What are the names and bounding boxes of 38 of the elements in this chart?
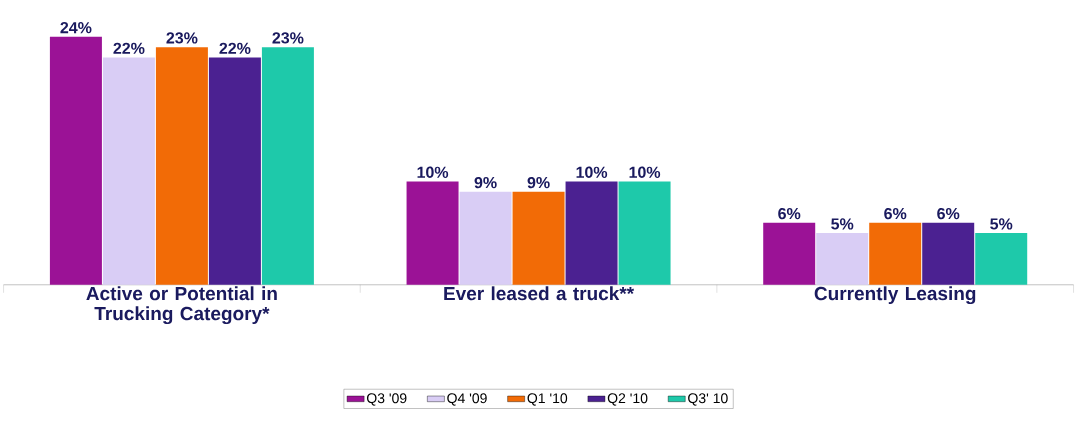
legend-label: Q3 '09 [366,393,407,406]
data-label: 6% [937,207,960,220]
bar [922,222,975,285]
x-tick-label: Ever leased a truck** [444,286,635,301]
bar [102,57,155,285]
x-tick-label: Active or Potential in Trucking Category* [86,286,277,325]
data-label: 24% [60,21,92,34]
bar [155,47,208,285]
data-label: 9% [527,176,550,189]
data-label: 9% [474,176,497,189]
data-label: 6% [884,207,907,220]
bar [975,233,1028,285]
data-label: 10% [629,166,661,178]
bar [565,181,618,285]
data-label: 23% [272,32,304,44]
legend-label: Q1 '10 [527,393,568,406]
data-label: 10% [417,166,449,178]
legend-label: Q4 '09 [447,393,487,406]
data-label: 22% [219,42,251,54]
bar [618,181,671,285]
bar [49,36,102,285]
data-label: 10% [576,166,608,178]
bar [406,181,459,285]
bar [869,222,922,285]
data-label: 22% [113,42,145,54]
bar [763,222,816,285]
bar [208,57,261,285]
bar [261,47,314,285]
data-label: 6% [778,207,801,220]
bar [459,191,512,285]
legend-label: Q2 '10 [607,393,648,406]
x-tick-label: Currently Leasing [814,286,976,305]
bar [816,233,869,285]
data-label: 23% [166,32,198,44]
bar [512,191,565,285]
data-label: 5% [831,218,854,230]
data-label: 5% [990,218,1013,230]
legend-label: Q3' 10 [688,393,728,406]
